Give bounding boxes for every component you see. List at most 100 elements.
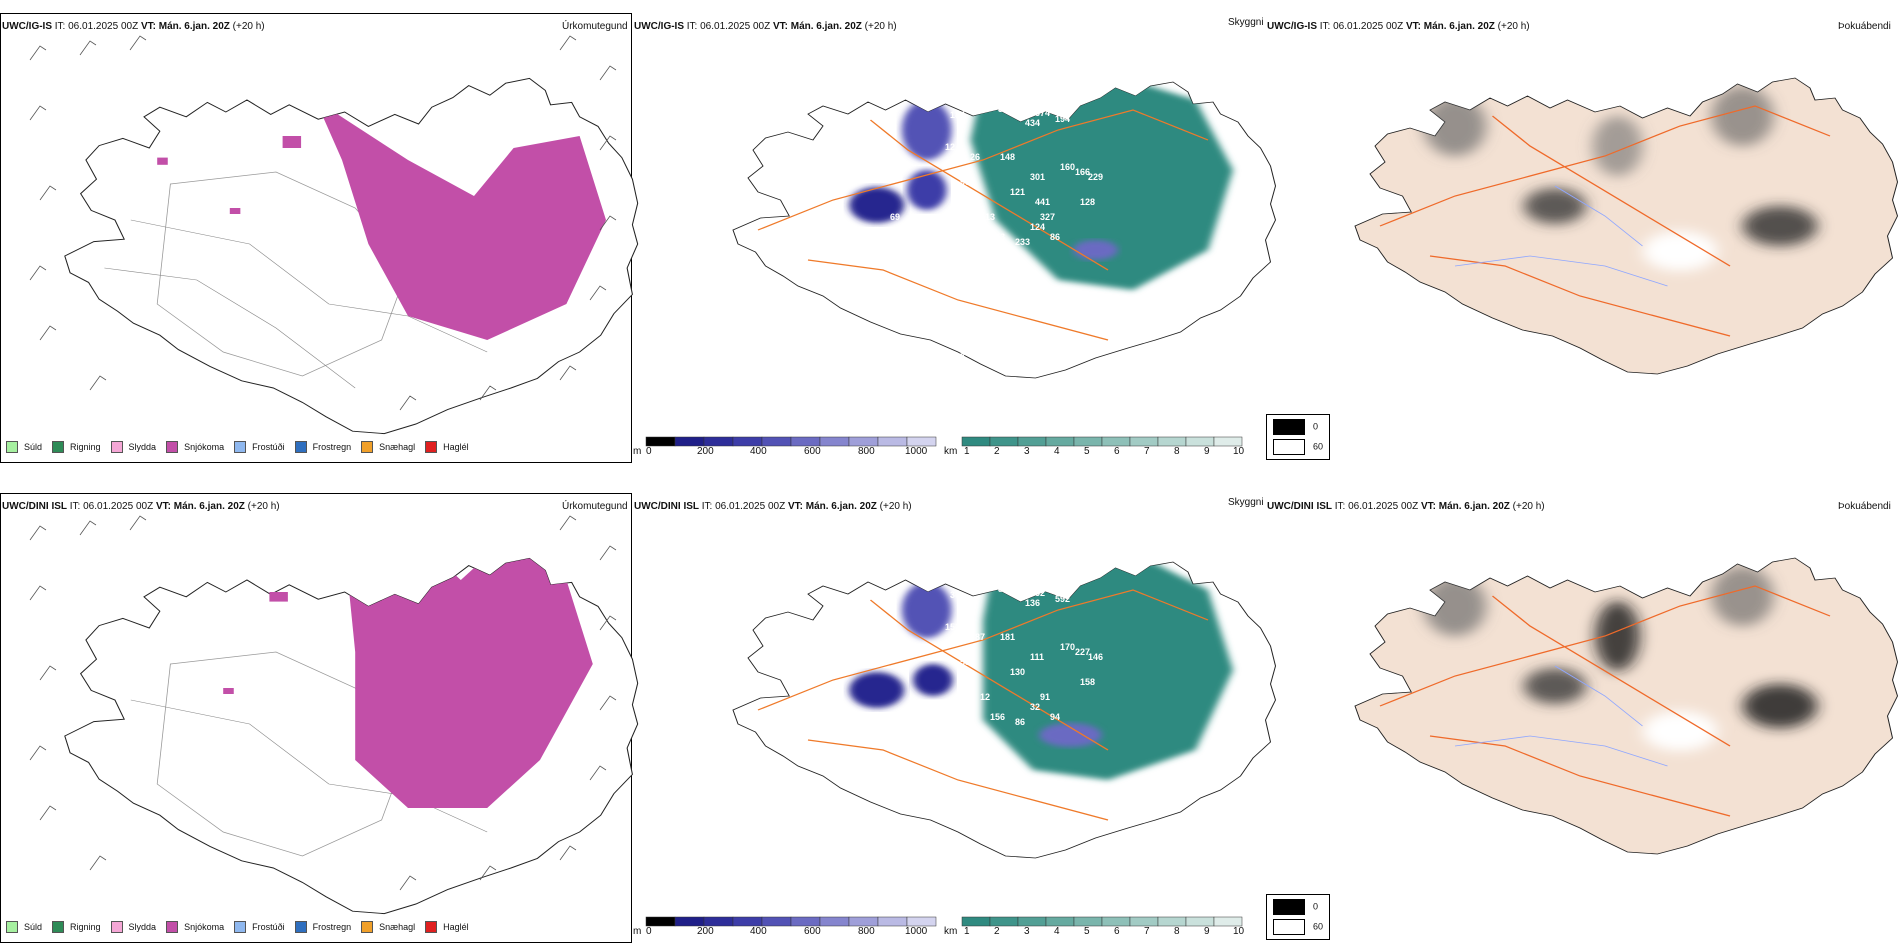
cloud-base-label: 26 [970, 152, 980, 162]
row-2-header-panel-3: UWC/DINI ISL IT: 06.01.2025 00Z VT: Mán.… [1267, 501, 1545, 512]
cloud-base-label: 148 [1000, 152, 1015, 162]
cloud-base-label: 326 [998, 104, 1013, 114]
legend-item-snjokoma: Snjókoma [166, 921, 224, 933]
height-colorbar-segment [906, 916, 937, 927]
height-tick-200: 200 [697, 446, 714, 457]
row-2-header-panel-2: UWC/DINI ISL IT: 06.01.2025 00Z VT: Mán.… [634, 501, 912, 512]
cloud-base-label: 441 [1035, 197, 1050, 207]
visibility-colorbar-segment [1185, 436, 1215, 447]
visibility-colorbar-segment [989, 916, 1019, 927]
height-tick-200: 200 [697, 926, 714, 937]
legend-item-sudd: Súld [6, 441, 42, 453]
cloud-base-label: 311 [975, 92, 990, 102]
cloud-base-label: 536 [960, 657, 975, 667]
height-colorbar-segment [674, 436, 705, 447]
height-colorbar-segment [790, 916, 821, 927]
precip-map-1 [64, 77, 639, 435]
vis-tick-5: 5 [1084, 446, 1090, 457]
panel-title-precip-type-2: Úrkomutegund [562, 501, 628, 512]
height-colorbar-segment [877, 916, 908, 927]
precip-map-2 [64, 557, 639, 915]
coverage-legend-2: 0 60 [1266, 894, 1331, 940]
height-tick-400: 400 [750, 446, 767, 457]
cloud-base-label: 158 [1080, 677, 1095, 687]
vis-tick-3: 3 [1024, 926, 1030, 937]
visibility-colorbar-segment [1157, 916, 1187, 927]
height-tick-600: 600 [804, 446, 821, 457]
visibility-colorbar-segment [1045, 916, 1075, 927]
cloud-base-label: 130 [1010, 667, 1025, 677]
height-colorbar-1 [645, 436, 937, 447]
vis-tick-7: 7 [1144, 446, 1150, 457]
panel-title-precip-type-1: Úrkomutegund [562, 21, 628, 32]
height-tick-0: 0 [646, 446, 652, 457]
height-colorbar-segment [906, 436, 937, 447]
height-colorbar-segment [645, 436, 676, 447]
cloud-base-label: 99 [835, 232, 845, 242]
cloud-base-label: 32 [1030, 702, 1040, 712]
legend-item-snaehagl: Snæhagl [361, 441, 415, 453]
cloud-base-label: 313 [980, 212, 995, 222]
visibility-colorbar-segment [1101, 916, 1131, 927]
panel-title-fog-2: Þokuábendi [1838, 501, 1891, 512]
height-colorbar-segment [761, 916, 792, 927]
row-1-header-panel-3: UWC/IG-IS IT: 06.01.2025 00Z VT: Mán. 6.… [1267, 21, 1530, 32]
height-colorbar-segment [877, 436, 908, 447]
visibility-map-2 [732, 561, 1277, 859]
cloud-base-label: 434 [1025, 118, 1040, 128]
cloud-base-label: 121 [1010, 187, 1025, 197]
vis-tick-10: 10 [1233, 926, 1245, 937]
legend-item-slydda: Slydda [110, 441, 156, 453]
cloud-base-label: 184 [950, 110, 965, 120]
cloud-base-label: 156 [990, 712, 1005, 722]
cloud-base-label: 86 [1050, 232, 1060, 242]
cloud-base-label: 229 [1088, 172, 1103, 182]
vis-tick-9: 9 [1204, 926, 1210, 937]
cloud-base-label: 592 [1055, 594, 1070, 604]
cloud-base-label: 334 [1020, 100, 1035, 110]
cloud-base-label: 194 [1055, 114, 1070, 124]
cloud-base-label: 245 [1020, 580, 1035, 590]
visibility-colorbar-segment [1129, 916, 1159, 927]
visibility-area-1 [970, 82, 1233, 290]
visibility-colorbar-segment [1017, 916, 1047, 927]
cloud-base-label: 160 [1060, 162, 1075, 172]
legend-item-rigning: Rigning [52, 921, 101, 933]
vis-tick-4: 4 [1054, 926, 1060, 937]
height-colorbar-segment [703, 916, 734, 927]
vis-tick-2: 2 [994, 446, 1000, 457]
cloud-base-label: 233 [1015, 237, 1030, 247]
visibility-colorbar-segment [1017, 436, 1047, 447]
coverage-legend-1: 0 60 [1266, 414, 1331, 460]
vis-tick-6: 6 [1114, 926, 1120, 937]
vis-tick-7: 7 [1144, 926, 1150, 937]
legend-item-sudd: Súld [6, 921, 42, 933]
cloud-base-label: 94 [1050, 712, 1060, 722]
height-colorbar-segment [790, 436, 821, 447]
cloud-base-label: 12 [980, 692, 990, 702]
coverage-item-0: 0 [1273, 419, 1323, 435]
vis-tick-5: 5 [1084, 926, 1090, 937]
height-tick-0: 0 [646, 926, 652, 937]
cloud-base-label: 107 [950, 212, 965, 222]
wind-barbs-2 [29, 515, 617, 891]
visibility-colorbar-1 [961, 436, 1243, 447]
visibility-colorbar-segment [961, 916, 991, 927]
panel-title-fog-1: Þokuábendi [1838, 21, 1891, 32]
height-tick-600: 600 [804, 926, 821, 937]
legend-item-frostregn: Frostregn [294, 921, 351, 933]
vis-tick-3: 3 [1024, 446, 1030, 457]
cloud-base-label: 374 [1035, 108, 1050, 118]
snow-area-1 [315, 100, 606, 340]
row-2-header-panel-1: UWC/DINI ISL IT: 06.01.2025 00Z VT: Mán.… [2, 501, 280, 512]
height-colorbar-segment [848, 916, 879, 927]
cloud-base-label: 301 [1030, 172, 1045, 182]
cloud-base-label: 69 [890, 212, 900, 222]
vis-tick-2: 2 [994, 926, 1000, 937]
cloud-base-label: 86 [1015, 717, 1025, 727]
precip-legend-2: Súld Rigning Slydda Snjókoma Frostúði Fr… [6, 921, 469, 933]
cloud-base-label: 91 [1040, 692, 1050, 702]
precip-legend-1: Súld Rigning Slydda Snjókoma Frostúði Fr… [6, 441, 469, 453]
height-tick-1000: 1000 [905, 446, 928, 457]
